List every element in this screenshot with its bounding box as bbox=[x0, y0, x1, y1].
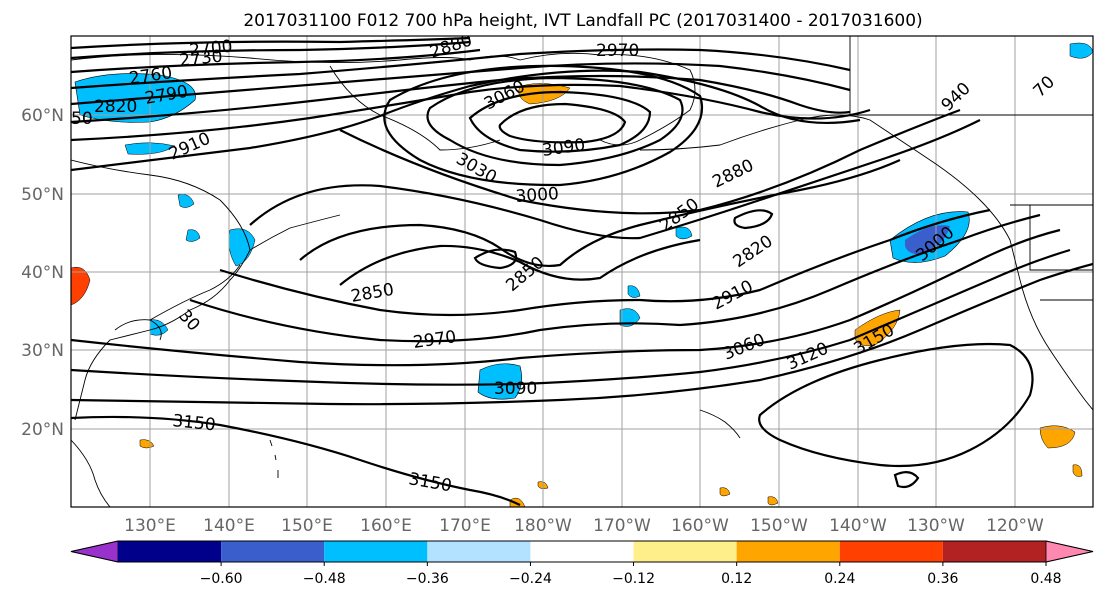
shading-strong-negative-core bbox=[905, 225, 950, 255]
colorbar-box bbox=[633, 541, 737, 562]
contour-2970-mid bbox=[189, 213, 1041, 343]
shading-positive-small5 bbox=[1072, 464, 1083, 477]
coast-philippines bbox=[71, 439, 111, 507]
colorbar-box bbox=[530, 541, 634, 562]
contour-label: 2820 bbox=[94, 97, 137, 117]
lat-label: 60°N bbox=[21, 106, 64, 126]
colorbar-box bbox=[942, 541, 1046, 562]
contour-2880-mid bbox=[299, 158, 901, 267]
lat-label: 30°N bbox=[21, 341, 64, 361]
colorbar-tick-label: −0.60 bbox=[200, 571, 243, 587]
contour-2880 bbox=[71, 83, 871, 142]
colorbar-outline bbox=[70, 540, 1094, 563]
colorbar-box bbox=[427, 541, 531, 562]
colorbar-tick-label: 0.48 bbox=[1030, 571, 1061, 587]
contour-3090-ring bbox=[498, 102, 627, 144]
shading-negative-central bbox=[477, 363, 522, 400]
lat-label: 20°N bbox=[21, 420, 64, 440]
contour-3060-ring bbox=[468, 90, 652, 153]
colorbar-tick-label: −0.36 bbox=[406, 571, 449, 587]
colorbar: −0.60 −0.48 −0.36 −0.24 −0.12 0.12 0.24 0.36 0.4… bbox=[70, 540, 1094, 587]
coast-alaska-namerica bbox=[639, 114, 1093, 411]
contour-2940 bbox=[339, 108, 961, 215]
contour-2790 bbox=[71, 48, 851, 90]
lon-label: 120°W bbox=[986, 516, 1044, 536]
colorbar-tick-label: 0.24 bbox=[824, 571, 855, 587]
shading-negative-small5 bbox=[619, 308, 641, 327]
contour-2820 bbox=[71, 62, 851, 106]
colorbar-tick-label: −0.12 bbox=[612, 571, 655, 587]
lon-label: 140°W bbox=[829, 516, 887, 536]
shading-negative-small7 bbox=[675, 226, 693, 240]
contour-label: 3000 bbox=[515, 184, 560, 207]
colorbar-box bbox=[221, 541, 325, 562]
colorbar-tick-label: −0.48 bbox=[303, 571, 346, 587]
contour-3120 bbox=[71, 262, 1093, 406]
lon-label: 150°E bbox=[281, 516, 333, 536]
map-frame bbox=[70, 35, 1094, 508]
shading-negative-small2 bbox=[177, 194, 195, 208]
height-contours bbox=[71, 36, 1093, 506]
contour-3000-ring bbox=[383, 64, 704, 187]
contour-3150-east-ring bbox=[758, 342, 1034, 468]
shading-negative-small6 bbox=[627, 285, 641, 298]
colorbar-box bbox=[324, 541, 428, 562]
shading-positive-southeast bbox=[1039, 425, 1076, 449]
coast-hawaii bbox=[699, 409, 741, 439]
contour-3030-ring bbox=[426, 76, 684, 167]
shading-positive-small3 bbox=[719, 487, 731, 497]
lon-label: 140°E bbox=[203, 516, 255, 536]
lon-label: 160°E bbox=[360, 516, 412, 536]
map-content: 2700 2730 2760 2790 2820 50 2880 2970 30… bbox=[71, 36, 1093, 507]
lon-label: 170°W bbox=[593, 516, 651, 536]
lon-label: 130°E bbox=[124, 516, 176, 536]
contour-2730 bbox=[71, 40, 471, 60]
lon-label: 160°W bbox=[671, 516, 729, 536]
lon-label: 180°W bbox=[514, 516, 572, 536]
contour-label: 3150 bbox=[171, 411, 216, 435]
contour-2850-mid bbox=[339, 238, 701, 286]
colorbar-tick-label: 0.36 bbox=[927, 571, 958, 587]
contour-3150-west bbox=[71, 415, 521, 506]
lat-label: 50°N bbox=[21, 185, 64, 205]
contour-2760 bbox=[71, 48, 481, 74]
colorbar-extend-low bbox=[70, 540, 119, 563]
contour-label: 2700 bbox=[188, 37, 233, 61]
shading-positive-small4 bbox=[767, 496, 779, 506]
contour-label: 3090 bbox=[494, 379, 537, 399]
contour-3060-mid bbox=[71, 228, 1061, 367]
coast-asia bbox=[71, 159, 251, 421]
lat-label: 40°N bbox=[21, 263, 64, 283]
longitude-labels: 130°E 140°E 150°E 160°E 170°E 180°W 170°… bbox=[124, 516, 1044, 536]
contour-label: 50 bbox=[71, 109, 93, 129]
colorbar-extend-high bbox=[1045, 540, 1094, 563]
contour-label: 2730 bbox=[178, 47, 223, 71]
coast-kamchatka bbox=[329, 65, 501, 151]
colorbar-box bbox=[118, 541, 222, 562]
lon-label: 130°W bbox=[907, 516, 965, 536]
coast-kuril bbox=[249, 214, 341, 251]
contour-2700 bbox=[71, 36, 471, 50]
shading-negative-small3 bbox=[185, 229, 201, 242]
shading-positive-west bbox=[71, 267, 91, 306]
colorbar-box bbox=[839, 541, 943, 562]
colorbar-tick-label: 0.12 bbox=[721, 571, 752, 587]
colorbar-tick-label: −0.24 bbox=[509, 571, 552, 587]
contour-3150-small bbox=[893, 471, 920, 489]
contour-2970 bbox=[249, 119, 981, 240]
contour-3090-mid bbox=[71, 248, 1071, 386]
lon-label: 150°W bbox=[750, 516, 808, 536]
colorbar-box bbox=[736, 541, 840, 562]
coast-islands bbox=[269, 439, 279, 478]
lon-label: 170°E bbox=[439, 516, 491, 536]
latitude-labels: 60°N 50°N 40°N 30°N 20°N bbox=[21, 106, 64, 440]
contour-2910 bbox=[71, 69, 861, 172]
figure-title: 2017031100 F012 700 hPa height, IVT Land… bbox=[243, 11, 922, 31]
contour-2820-small bbox=[473, 248, 518, 270]
contour-2820-small-east bbox=[733, 209, 774, 230]
contour-2910-mid bbox=[219, 208, 991, 317]
contour-label: 2970 bbox=[596, 41, 639, 61]
